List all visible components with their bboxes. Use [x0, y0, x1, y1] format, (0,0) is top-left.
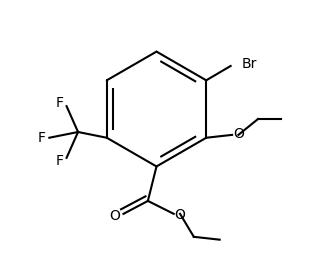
Text: O: O — [110, 209, 120, 223]
Text: Br: Br — [242, 57, 257, 71]
Text: F: F — [37, 131, 45, 145]
Text: O: O — [175, 208, 186, 222]
Text: O: O — [233, 127, 244, 141]
Text: F: F — [55, 154, 63, 168]
Text: F: F — [55, 96, 63, 110]
